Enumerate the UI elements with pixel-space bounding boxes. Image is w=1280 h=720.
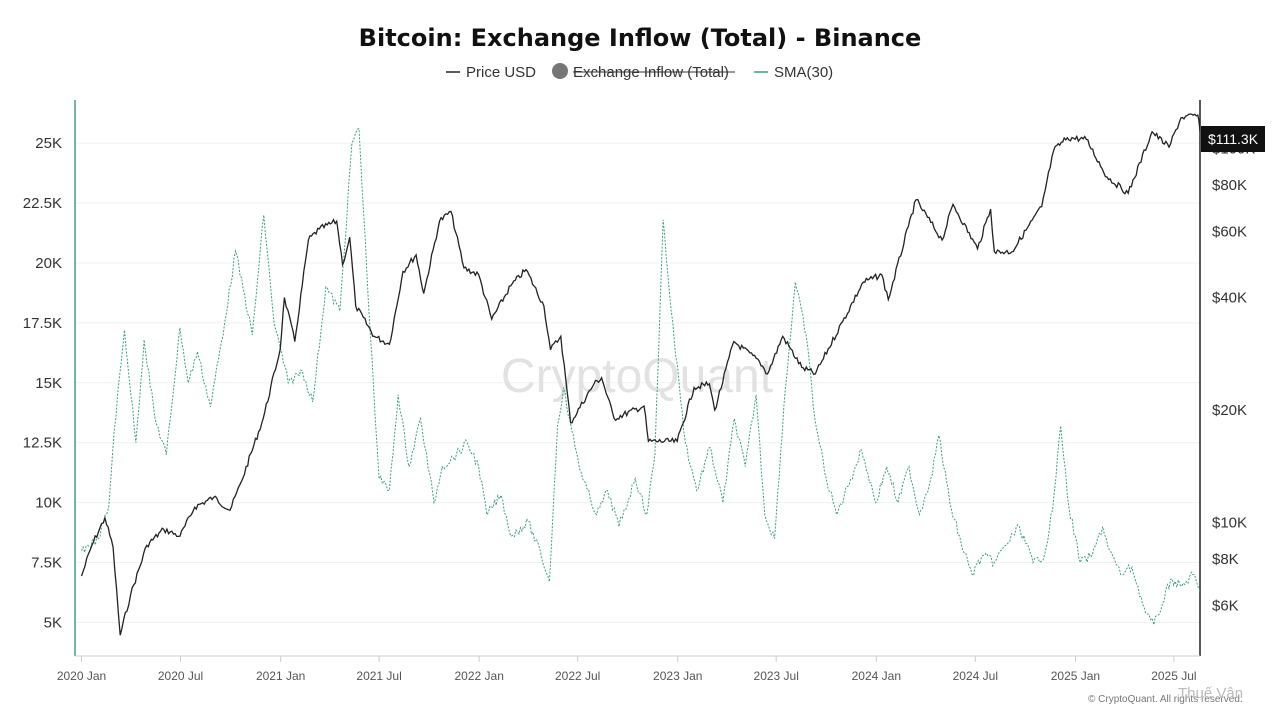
legend[interactable]: Price USD Exchange Inflow (Total) SMA(30…: [446, 63, 833, 81]
x-tick-label: 2025 Jul: [1151, 669, 1196, 683]
x-tick-label: 2021 Jan: [256, 669, 305, 683]
watermark: CryptoQuant: [501, 350, 773, 403]
legend-sma-label[interactable]: SMA(30): [774, 64, 833, 81]
left-tick-label: 7.5K: [31, 555, 62, 572]
left-tick-label: 22.5K: [23, 195, 62, 212]
last-price-value: $111.3K: [1208, 131, 1259, 147]
x-tick-label: 2022 Jul: [555, 669, 600, 683]
left-axis-ticks: 5K 7.5K 10K 12.5K 15K 17.5K 20K 22.5K 25K: [23, 135, 62, 631]
x-tick-label: 2024 Jan: [852, 669, 901, 683]
x-tick-label: 2023 Jul: [754, 669, 799, 683]
right-tick-label: $10K: [1212, 515, 1247, 532]
chart-title: Bitcoin: Exchange Inflow (Total) - Binan…: [359, 24, 922, 52]
right-tick-label: $80K: [1212, 177, 1247, 194]
right-tick-label: $20K: [1212, 402, 1247, 419]
right-tick-label: $60K: [1212, 224, 1247, 241]
left-tick-label: 15K: [35, 375, 62, 392]
left-tick-label: 5K: [44, 614, 62, 631]
left-tick-label: 20K: [35, 255, 62, 272]
x-tick-label: 2022 Jan: [454, 669, 503, 683]
left-tick-label: 17.5K: [23, 315, 62, 332]
x-axis-ticks: 2020 Jan 2020 Jul 2021 Jan 2021 Jul 2022 Jan…: [57, 656, 1197, 683]
legend-price-label[interactable]: Price USD: [466, 64, 536, 81]
right-tick-label: $8K: [1212, 551, 1239, 568]
left-tick-label: 10K: [35, 495, 62, 512]
left-tick-label: 25K: [35, 135, 62, 152]
series-sma30-line: [81, 128, 1201, 625]
right-tick-label: $40K: [1212, 290, 1247, 307]
x-tick-label: 2025 Jan: [1051, 669, 1100, 683]
right-axis-ticks: $6K$8K$10K$20K$40K$60K$80K$100K: [1212, 141, 1255, 615]
gridlines: [75, 142, 1200, 623]
x-tick-label: 2021 Jul: [356, 669, 401, 683]
x-tick-label: 2024 Jul: [953, 669, 998, 683]
corner-watermark: Thuế Vân: [1178, 685, 1243, 702]
last-price-badge: $111.3K: [1201, 126, 1265, 152]
left-tick-label: 12.5K: [23, 435, 62, 452]
right-tick-label: $6K: [1212, 598, 1239, 615]
x-tick-label: 2020 Jan: [57, 669, 106, 683]
x-tick-label: 2023 Jan: [653, 669, 702, 683]
series-price-line: [80, 113, 1201, 636]
x-tick-label: 2020 Jul: [158, 669, 203, 683]
copyright-text: © CryptoQuant. All rights reserved.: [1088, 694, 1243, 705]
legend-inflow-dot-icon: [552, 63, 568, 79]
